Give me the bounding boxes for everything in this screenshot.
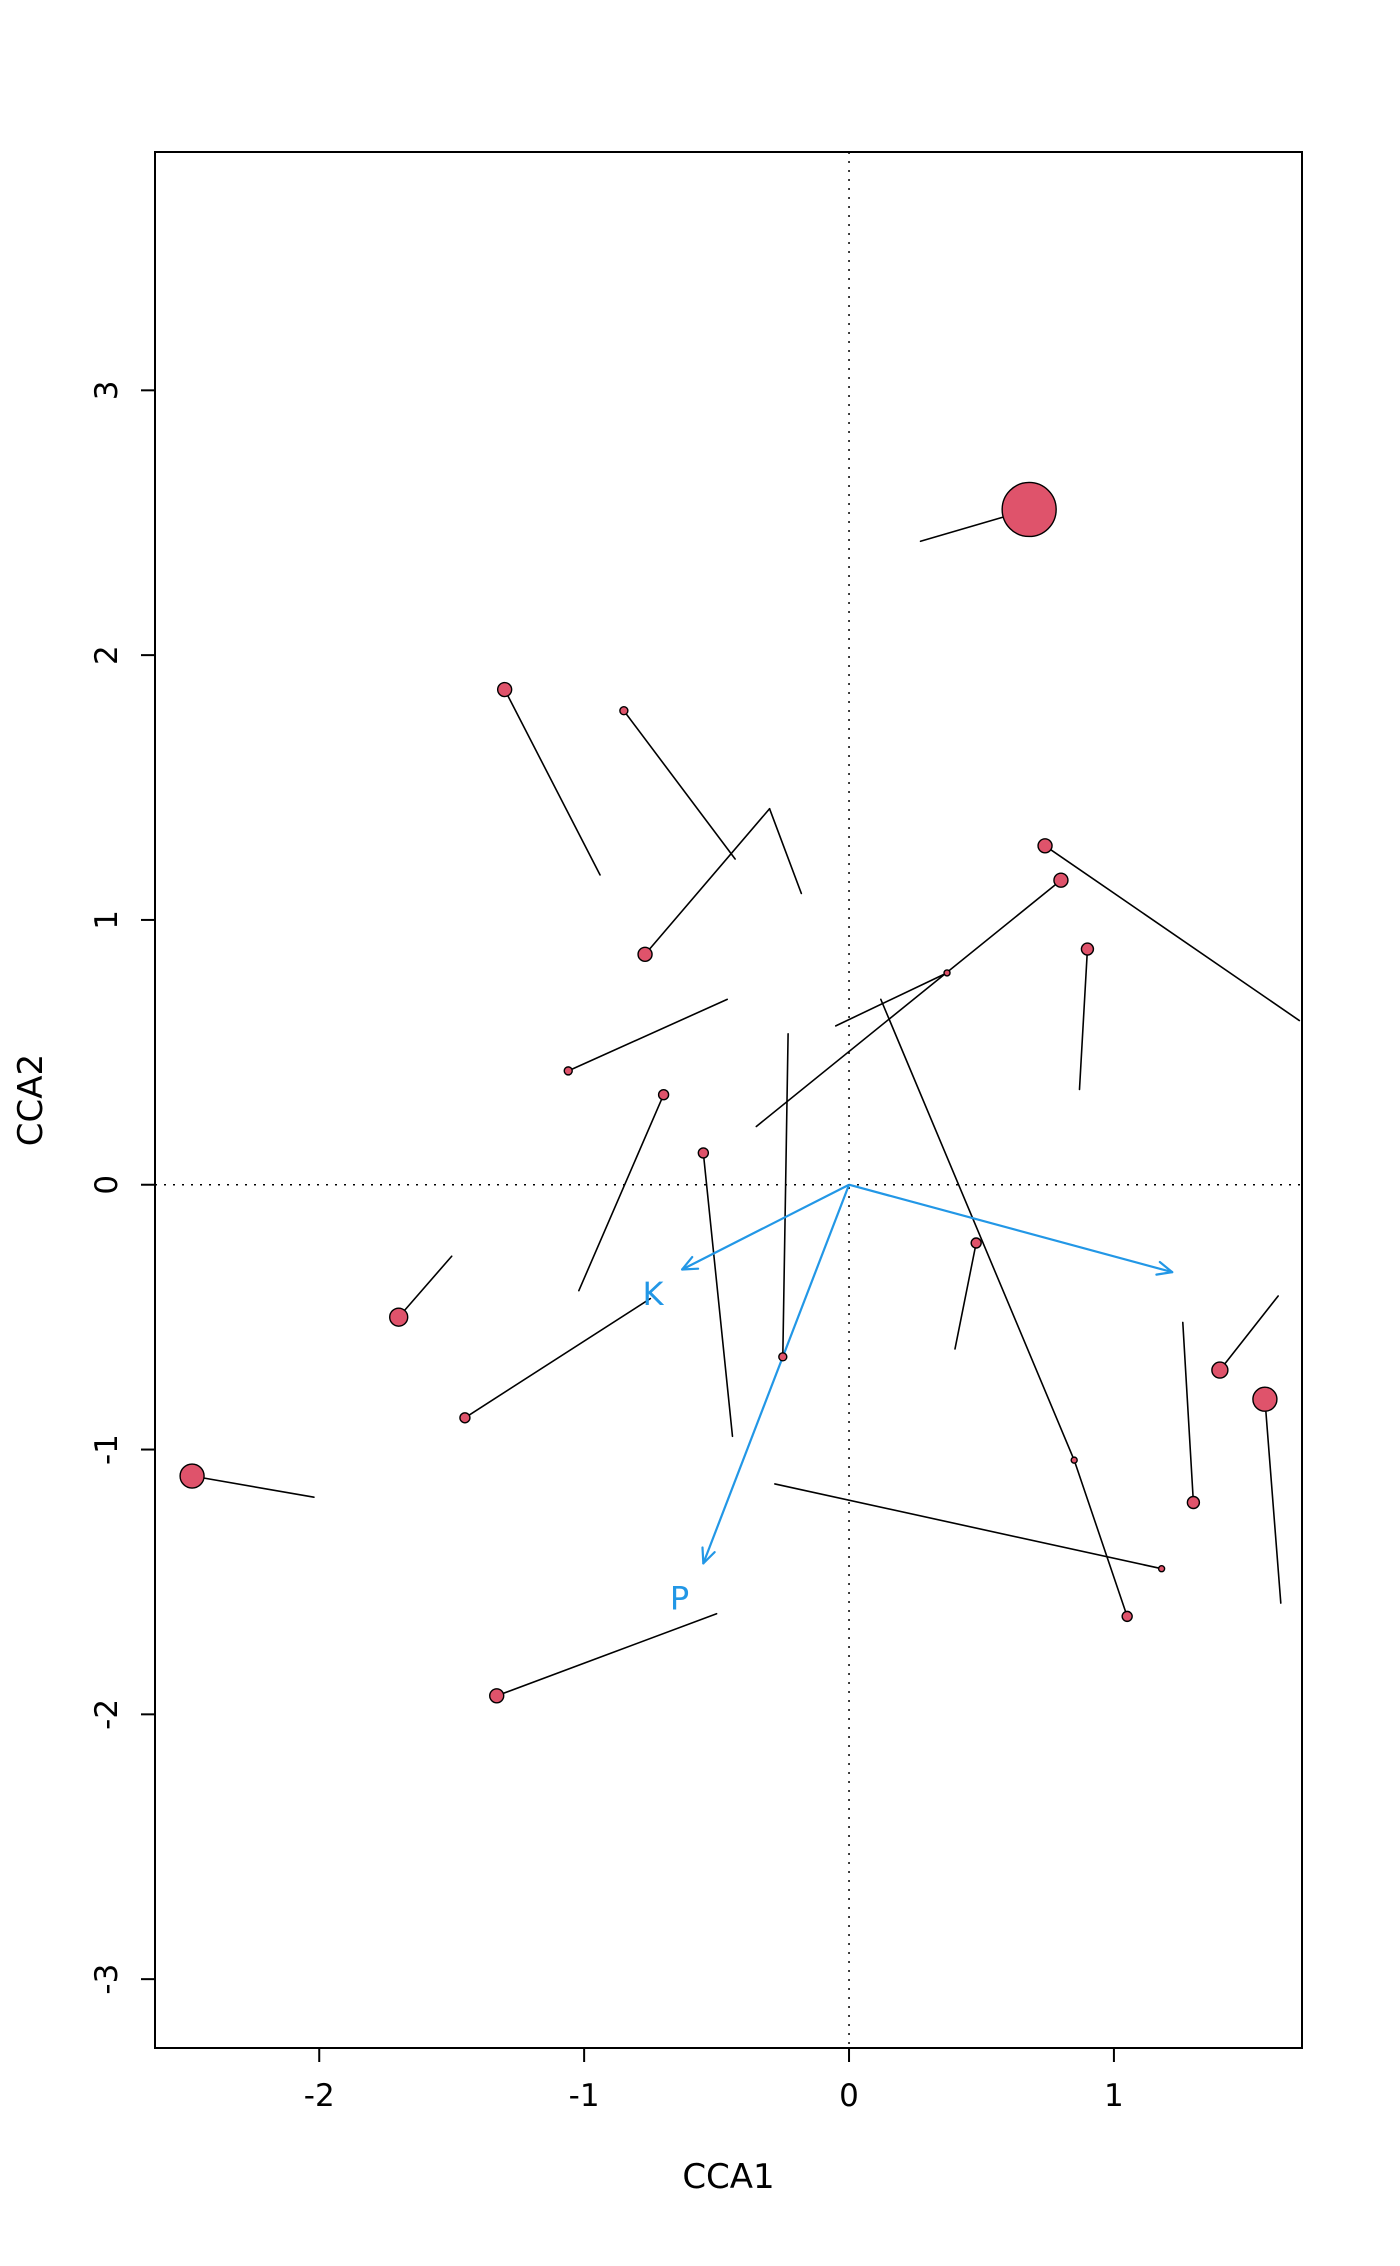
site-point [179,1463,205,1489]
site-point [389,1307,409,1327]
x-axis-title: CCA1 [682,2157,774,2197]
site-point [563,1066,573,1076]
biplot-arrowhead [1155,1271,1174,1276]
biplot-arrowhead [681,1255,694,1271]
x-axis-tick-label: 1 [1104,2078,1124,2114]
site-point [1157,1565,1166,1573]
site-point [970,1237,982,1249]
site-segment [1073,1459,1128,1618]
biplot-arrow [681,1183,850,1271]
site-segment [774,1483,1163,1570]
site-point [943,969,951,977]
biplot-arrow-label: P [670,1579,689,1617]
site-segment [578,1093,665,1292]
site-point [1121,1610,1133,1623]
site-point [637,946,653,963]
site-segment [1219,1295,1279,1371]
y-axis-tick-label: -2 [89,1699,125,1730]
biplot-arrowhead [702,1551,716,1565]
site-point [1080,942,1095,956]
y-axis-tick-label: -3 [89,1964,125,1995]
site-segment [1181,1321,1195,1504]
site-segment [782,1032,789,1358]
site-segment [397,1255,453,1318]
site-point [459,1412,471,1424]
y-axis-tick-label: 0 [89,1175,125,1195]
site-point [1252,1386,1278,1412]
x-axis-tick-label: 0 [839,2078,859,2114]
site-segment [644,807,771,956]
site-segment [755,879,1062,1128]
site-point [1001,481,1057,538]
site-segment [1044,844,1301,1022]
site-point [1186,1495,1201,1510]
biplot-arrowhead [681,1267,700,1271]
site-segment [464,1297,652,1419]
site-segment [191,1475,315,1499]
site-segment [1078,948,1089,1091]
site-segment [880,998,1075,1461]
site-segment [567,998,728,1072]
site-segment [495,1612,718,1697]
site-point [496,681,513,698]
x-axis-tick-label: -2 [304,2078,335,2114]
biplot-arrow-label: K [643,1275,665,1313]
y-axis-tick-label: 1 [89,910,125,930]
site-point [697,1147,710,1159]
y-axis-title: CCA2 [11,1054,51,1146]
site-segment [702,1152,734,1438]
site-segment [623,709,736,860]
x-axis-tick-label: -1 [569,2078,600,2114]
site-segment [768,807,803,895]
site-point [489,1688,505,1704]
site-point [1037,838,1053,854]
biplot-arrow [848,1183,1173,1274]
site-segment [834,972,948,1027]
y-axis-tick-label: -1 [89,1434,125,1465]
site-point [1053,872,1069,888]
site-point [1211,1361,1229,1379]
site-point [619,706,629,716]
site-point [657,1089,670,1101]
y-axis-tick-label: 3 [89,380,125,400]
site-point [1070,1456,1078,1464]
site-segment [503,688,601,876]
biplot-arrow [702,1184,851,1564]
biplot-arrowhead [701,1546,705,1565]
biplot-arrowhead [1158,1260,1174,1274]
plot-frame [154,151,1303,2049]
site-segment [1264,1398,1282,1604]
site-segment [954,1242,977,1350]
site-point [778,1352,788,1362]
y-axis-tick-label: 2 [89,645,125,665]
